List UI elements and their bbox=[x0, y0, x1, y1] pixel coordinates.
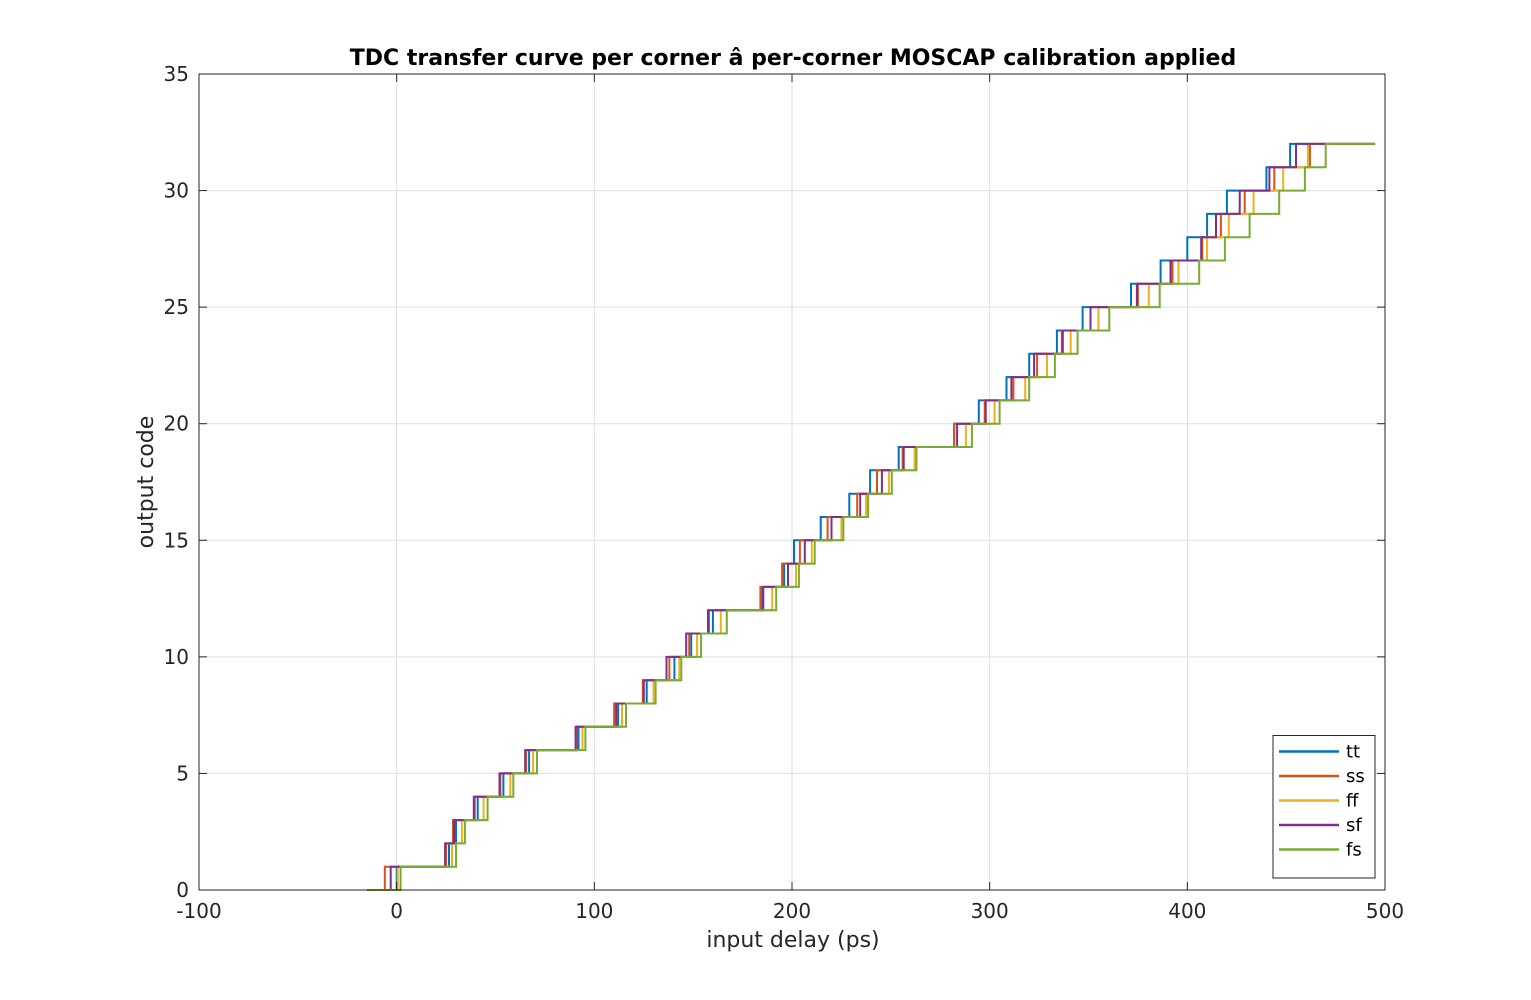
y-tick-label: 35 bbox=[164, 62, 189, 86]
x-tick-label: 200 bbox=[773, 899, 811, 923]
y-tick-label: 20 bbox=[164, 412, 189, 436]
legend: tt ss ff sf fs bbox=[1272, 735, 1376, 879]
y-tick-label: 25 bbox=[164, 295, 189, 319]
legend-label-ss: ss bbox=[1346, 766, 1365, 787]
chart-title: TDC transfer curve per corner â per-corn… bbox=[350, 46, 1236, 71]
x-tick-label: 0 bbox=[390, 899, 403, 923]
x-tick-label: 100 bbox=[575, 899, 613, 923]
x-tick-label: -100 bbox=[176, 899, 221, 923]
legend-label-tt: tt bbox=[1346, 742, 1360, 763]
legend-label-sf: sf bbox=[1346, 815, 1362, 836]
x-tick-label: 300 bbox=[971, 899, 1009, 923]
y-tick-label: 10 bbox=[164, 645, 189, 669]
series-line-fs bbox=[367, 142, 1376, 891]
y-axis-label: output code bbox=[134, 416, 159, 549]
legend-label-ff: ff bbox=[1346, 791, 1359, 812]
legend-box bbox=[1272, 735, 1376, 879]
x-tick-label: 500 bbox=[1366, 899, 1404, 923]
series-layer bbox=[367, 142, 1376, 891]
grid-layer bbox=[199, 74, 1385, 890]
y-tick-label: 0 bbox=[176, 878, 189, 902]
x-axis-label: input delay (ps) bbox=[706, 928, 879, 953]
x-tick-label: 400 bbox=[1168, 899, 1206, 923]
y-tick-label: 15 bbox=[164, 528, 189, 552]
y-tick-label: 5 bbox=[176, 761, 189, 785]
legend-label-fs: fs bbox=[1346, 840, 1362, 861]
y-tick-label: 30 bbox=[164, 179, 189, 203]
